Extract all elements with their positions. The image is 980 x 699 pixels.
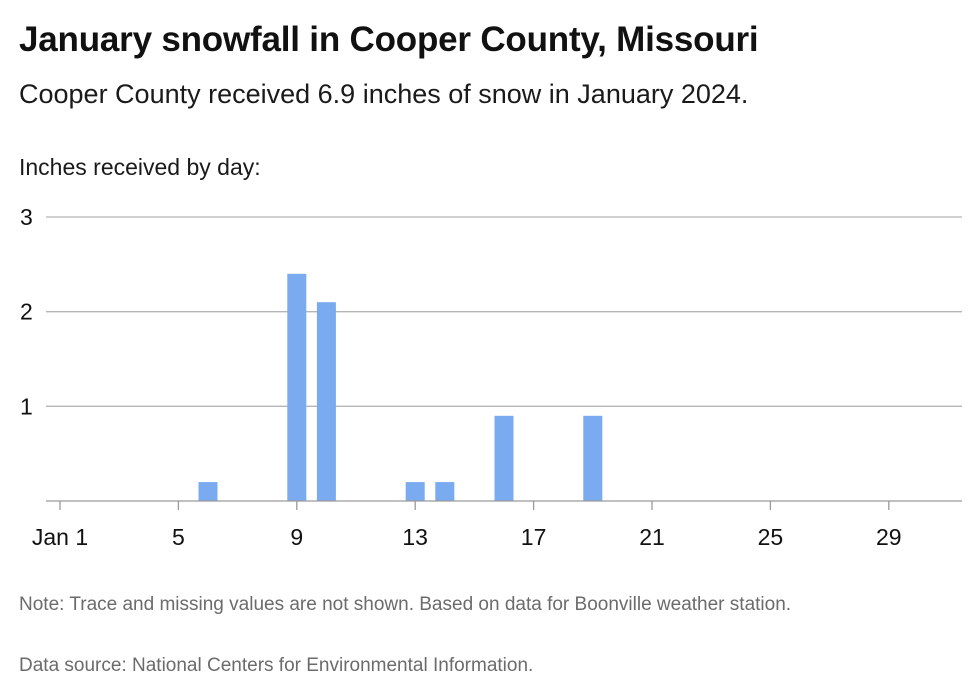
- x-tick-label: Jan 1: [32, 524, 88, 550]
- bars: [198, 273, 603, 501]
- y-axis-label: Inches received by day:: [19, 154, 261, 180]
- y-tick-label: 1: [20, 393, 33, 419]
- bar-day-6: [198, 482, 218, 501]
- data-source: Data source: National Centers for Enviro…: [19, 655, 534, 676]
- y-tick-label: 3: [20, 204, 33, 230]
- chart-title: January snowfall in Cooper County, Misso…: [19, 20, 759, 59]
- gridlines: [46, 216, 962, 407]
- x-tick-label: 25: [758, 524, 784, 550]
- bar-day-10: [316, 302, 336, 501]
- x-tick-label: 13: [402, 524, 428, 550]
- chart-subtitle: Cooper County received 6.9 inches of sno…: [19, 79, 749, 109]
- bar-day-16: [494, 415, 514, 501]
- snowfall-bar-chart: 1 2 3 Jan 1 5 9 13 17 21 25 29: [20, 204, 962, 550]
- x-tick-label: 5: [172, 524, 185, 550]
- bar-day-13: [405, 482, 425, 501]
- bar-day-14: [435, 482, 455, 501]
- x-tick-label: 21: [639, 524, 665, 550]
- x-ticks: Jan 1 5 9 13 17 21 25 29: [32, 501, 902, 550]
- footnote: Note: Trace and missing values are not s…: [19, 594, 792, 615]
- y-tick-labels: 1 2 3: [20, 204, 33, 419]
- bar-day-9: [287, 273, 307, 501]
- y-tick-label: 2: [20, 299, 33, 325]
- x-tick-label: 29: [876, 524, 902, 550]
- bar-day-19: [583, 415, 603, 501]
- x-tick-label: 17: [521, 524, 547, 550]
- x-tick-label: 9: [290, 524, 303, 550]
